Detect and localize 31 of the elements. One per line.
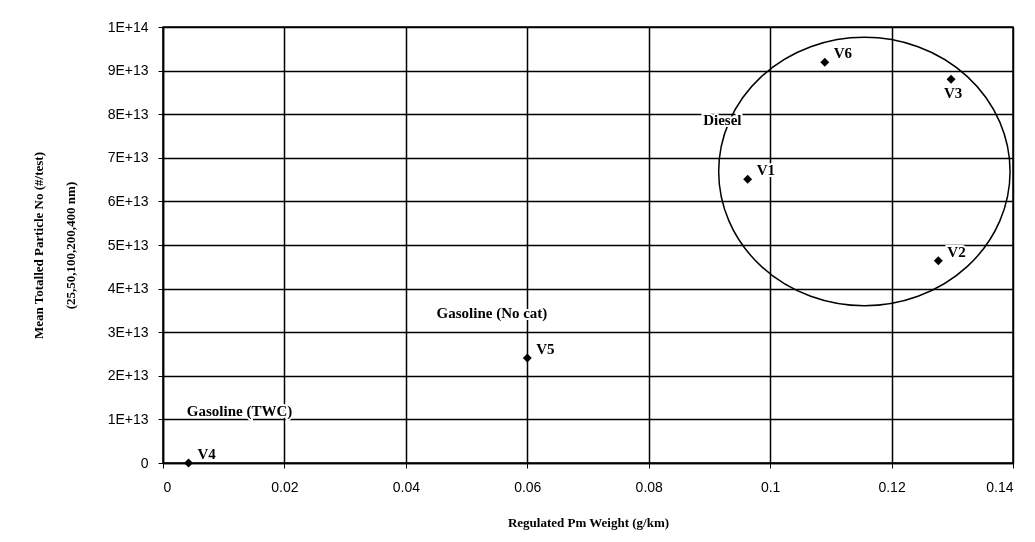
y-tick-label: 9E+13 xyxy=(107,62,149,79)
point xyxy=(820,57,830,67)
x-tick-label: 0.1 xyxy=(760,478,781,495)
point xyxy=(743,174,753,184)
x-tick-label: 0.02 xyxy=(271,478,299,495)
y-tick-label: 0 xyxy=(140,454,149,471)
annotation: V6 xyxy=(833,45,853,62)
point xyxy=(933,256,943,266)
annotation: V3 xyxy=(943,85,963,102)
point xyxy=(522,353,532,363)
text: Mean Totalled Particle No (#/test) (25,50,100,200,400 nm) xyxy=(30,151,78,340)
point xyxy=(946,74,956,84)
y-tick-label: 5E+13 xyxy=(107,236,149,253)
x-tick-label: 0.08 xyxy=(635,478,664,495)
y-tick-label: 1E+14 xyxy=(107,18,149,35)
x-tick-label: 0.12 xyxy=(878,478,906,495)
annotation: V4 xyxy=(197,446,217,462)
x-axis-title: Regulated Pm Weight (g/km) xyxy=(507,514,670,530)
x-tick-label: 0 xyxy=(163,478,172,495)
y-tick-label: 2E+13 xyxy=(107,367,149,384)
y-tick-label: 6E+13 xyxy=(107,192,149,209)
y-tick-label: 3E+13 xyxy=(107,323,149,340)
annotation: V2 xyxy=(947,243,966,260)
y-tick-label: 8E+13 xyxy=(107,105,149,122)
x-tick-label: 0.06 xyxy=(514,478,542,495)
y-tick-label: 4E+13 xyxy=(107,280,149,297)
x-tick-label: 0.14 xyxy=(986,478,1014,495)
x-tick-label: 0.04 xyxy=(392,478,421,495)
annotation: V5 xyxy=(536,340,555,357)
y-tick-label: 7E+13 xyxy=(107,149,149,166)
y-tick-label: 1E+13 xyxy=(107,410,149,427)
